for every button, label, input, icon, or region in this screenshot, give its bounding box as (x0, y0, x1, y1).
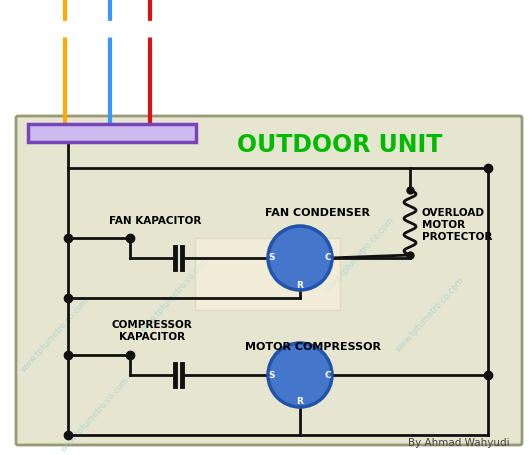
Text: FAN CONDENSER: FAN CONDENSER (265, 208, 370, 218)
Text: OUTDOOR UNIT: OUTDOOR UNIT (237, 133, 443, 157)
Text: MOTOR COMPRESSOR: MOTOR COMPRESSOR (245, 342, 381, 352)
Text: C: C (325, 370, 331, 379)
Circle shape (268, 226, 332, 290)
Bar (195, 238, 340, 310)
Text: www.tptumetro.co.com: www.tptumetro.co.com (139, 256, 211, 334)
Bar (28, 124, 196, 142)
Text: S: S (269, 253, 275, 263)
Text: C: C (325, 253, 331, 263)
Text: S: S (269, 370, 275, 379)
Text: By Ahmad Wahyudi: By Ahmad Wahyudi (409, 438, 510, 448)
Text: R: R (296, 280, 303, 289)
Text: www.tptumetro.co.com: www.tptumetro.co.com (59, 376, 131, 454)
Text: FAN KAPACITOR: FAN KAPACITOR (109, 216, 201, 226)
Text: OVERLOAD
MOTOR
PROTECTOR: OVERLOAD MOTOR PROTECTOR (422, 208, 493, 242)
Text: www.tptumetro.co.com: www.tptumetro.co.com (324, 216, 396, 294)
Text: www.tptumetro.co.com: www.tptumetro.co.com (19, 296, 91, 374)
FancyBboxPatch shape (16, 116, 522, 445)
Text: COMPRESSOR
KAPACITOR: COMPRESSOR KAPACITOR (112, 320, 193, 342)
Text: R: R (296, 396, 303, 405)
Text: www.tptumetro.co.com: www.tptumetro.co.com (394, 276, 466, 354)
Circle shape (268, 343, 332, 407)
